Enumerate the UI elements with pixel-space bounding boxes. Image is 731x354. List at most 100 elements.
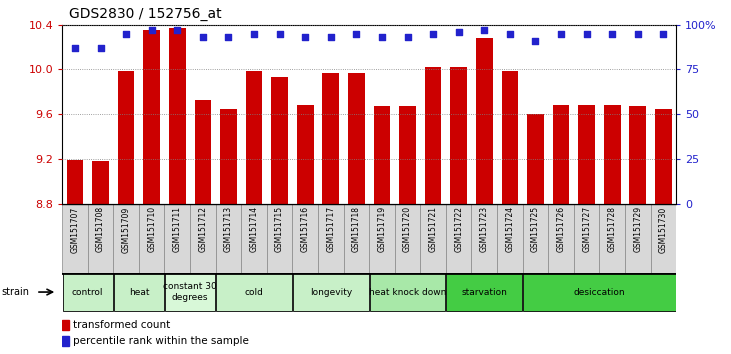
Bar	[246, 70, 262, 204]
Text: GSM151720: GSM151720	[403, 206, 412, 252]
Text: GSM151712: GSM151712	[198, 206, 208, 252]
FancyBboxPatch shape	[599, 204, 625, 273]
Text: GSM151717: GSM151717	[326, 206, 336, 252]
Bar	[425, 67, 442, 204]
Point	[632, 31, 644, 36]
Text: GSM151721: GSM151721	[428, 206, 438, 252]
Text: strain: strain	[1, 287, 29, 297]
Bar	[143, 30, 160, 204]
FancyBboxPatch shape	[113, 204, 139, 273]
FancyBboxPatch shape	[241, 204, 267, 273]
Bar	[604, 105, 621, 204]
Text: GSM151723: GSM151723	[480, 206, 489, 252]
Point	[581, 31, 593, 36]
Point	[249, 31, 260, 36]
Bar	[553, 105, 569, 204]
FancyBboxPatch shape	[165, 273, 215, 311]
Point	[658, 31, 670, 36]
Point	[300, 34, 311, 40]
Bar	[194, 99, 211, 204]
Text: heat knock down: heat knock down	[369, 287, 446, 297]
Text: GSM151726: GSM151726	[556, 206, 566, 252]
Text: GSM151722: GSM151722	[454, 206, 463, 252]
Point	[427, 31, 439, 36]
Point	[529, 38, 541, 44]
Text: GSM151709: GSM151709	[121, 206, 131, 252]
Point	[145, 27, 158, 33]
Bar	[118, 70, 135, 204]
FancyBboxPatch shape	[216, 204, 241, 273]
Text: desiccation: desiccation	[574, 287, 625, 297]
Text: GSM151708: GSM151708	[96, 206, 105, 252]
FancyBboxPatch shape	[574, 204, 599, 273]
FancyBboxPatch shape	[293, 273, 368, 311]
Point	[273, 31, 285, 36]
Text: GSM151724: GSM151724	[505, 206, 515, 252]
FancyBboxPatch shape	[651, 204, 676, 273]
FancyBboxPatch shape	[548, 204, 574, 273]
Text: longevity: longevity	[310, 287, 352, 297]
Text: heat: heat	[129, 287, 149, 297]
Bar	[348, 73, 365, 204]
Text: cold: cold	[245, 287, 263, 297]
Point	[95, 45, 107, 51]
Text: GSM151718: GSM151718	[352, 206, 361, 252]
FancyBboxPatch shape	[370, 273, 445, 311]
Text: GDS2830 / 152756_at: GDS2830 / 152756_at	[69, 7, 222, 21]
FancyBboxPatch shape	[625, 204, 651, 273]
FancyBboxPatch shape	[523, 273, 675, 311]
Bar	[501, 70, 518, 204]
Point	[453, 29, 465, 35]
Point	[351, 31, 363, 36]
FancyBboxPatch shape	[523, 204, 548, 273]
Text: GSM151728: GSM151728	[607, 206, 617, 252]
Bar	[220, 109, 237, 204]
Point	[376, 34, 387, 40]
FancyBboxPatch shape	[114, 273, 164, 311]
Text: control: control	[72, 287, 104, 297]
FancyBboxPatch shape	[164, 204, 190, 273]
Bar	[399, 106, 416, 204]
Text: GSM151715: GSM151715	[275, 206, 284, 252]
Bar	[271, 77, 288, 204]
FancyBboxPatch shape	[63, 273, 113, 311]
FancyBboxPatch shape	[471, 204, 497, 273]
Point	[69, 45, 81, 51]
Point	[556, 31, 567, 36]
FancyBboxPatch shape	[446, 204, 471, 273]
FancyBboxPatch shape	[447, 273, 522, 311]
FancyBboxPatch shape	[139, 204, 164, 273]
Text: starvation: starvation	[461, 287, 507, 297]
Bar	[297, 105, 314, 204]
Bar	[629, 106, 646, 204]
Point	[478, 27, 490, 33]
FancyBboxPatch shape	[216, 273, 292, 311]
Bar	[62, 336, 69, 346]
FancyBboxPatch shape	[292, 204, 318, 273]
Point	[325, 34, 336, 40]
Text: GSM151725: GSM151725	[531, 206, 540, 252]
FancyBboxPatch shape	[62, 204, 88, 273]
Bar	[169, 28, 186, 204]
FancyBboxPatch shape	[190, 204, 216, 273]
Point	[197, 34, 209, 40]
Point	[402, 34, 414, 40]
Text: percentile rank within the sample: percentile rank within the sample	[73, 336, 249, 346]
Text: GSM151711: GSM151711	[173, 206, 182, 252]
Point	[120, 31, 132, 36]
Text: GSM151727: GSM151727	[582, 206, 591, 252]
Bar	[322, 73, 339, 204]
Text: GSM151714: GSM151714	[249, 206, 259, 252]
Text: GSM151713: GSM151713	[224, 206, 233, 252]
Bar	[92, 161, 109, 204]
Text: GSM151707: GSM151707	[70, 206, 80, 252]
Text: GSM151730: GSM151730	[659, 206, 668, 252]
Point	[171, 27, 183, 33]
Bar	[476, 38, 493, 204]
Text: constant 30
degrees: constant 30 degrees	[163, 282, 217, 302]
FancyBboxPatch shape	[395, 204, 420, 273]
Bar	[67, 160, 83, 204]
Text: GSM151719: GSM151719	[377, 206, 387, 252]
Bar	[450, 67, 467, 204]
Text: transformed count: transformed count	[73, 320, 170, 330]
